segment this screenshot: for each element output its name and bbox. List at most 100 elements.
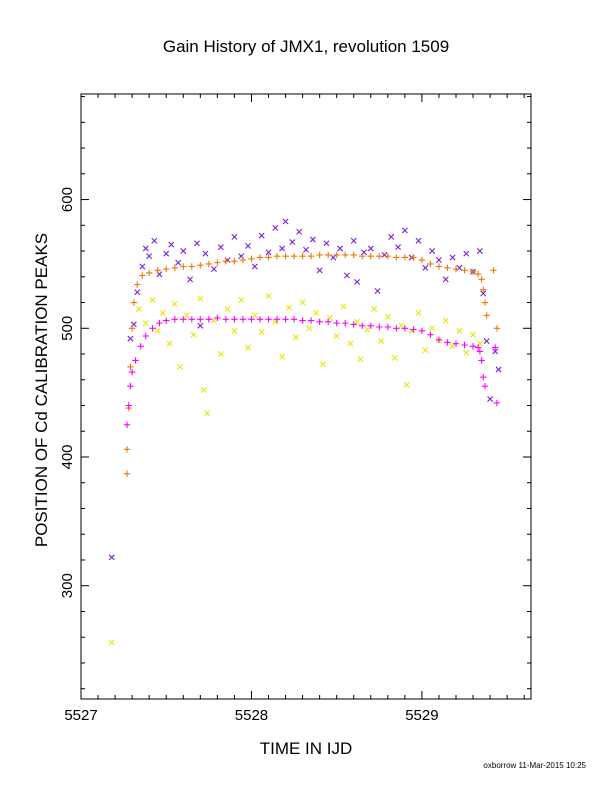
data-point (123, 446, 131, 453)
data-point (342, 319, 349, 327)
data-point (290, 252, 298, 260)
data-point (256, 254, 264, 261)
data-point (127, 363, 134, 371)
data-point (493, 399, 501, 407)
series-1 (108, 218, 502, 561)
data-point (442, 276, 449, 283)
data-point (478, 276, 485, 283)
data-point (452, 265, 460, 273)
data-point (299, 317, 306, 324)
data-point (217, 351, 224, 358)
data-point (151, 237, 158, 244)
data-point (239, 316, 247, 323)
data-point (205, 260, 213, 268)
data-point (132, 357, 139, 364)
data-point (239, 256, 247, 264)
data-point (245, 344, 252, 351)
data-point (159, 309, 166, 316)
data-point (401, 325, 409, 332)
data-point (350, 237, 357, 244)
data-point (163, 317, 170, 324)
data-point (231, 327, 238, 334)
data-point (205, 316, 213, 323)
data-point (476, 348, 484, 355)
data-point (492, 344, 499, 351)
data-point (480, 286, 487, 293)
data-point (180, 248, 187, 255)
data-point (217, 244, 224, 251)
data-point (350, 321, 357, 328)
data-point (292, 334, 299, 341)
data-point (238, 296, 245, 303)
data-point (279, 245, 286, 252)
data-point (251, 263, 258, 270)
data-point (272, 224, 279, 231)
data-point (395, 244, 402, 251)
data-point (245, 242, 252, 249)
data-point (248, 316, 255, 323)
data-point (204, 410, 211, 417)
data-point (330, 254, 337, 261)
data-point (142, 332, 149, 340)
data-point (123, 470, 131, 477)
footer-stamp: oxborrow 11-Mar-2015 10:25 (483, 761, 586, 770)
data-point (128, 368, 136, 376)
data-point (483, 338, 490, 345)
data-point (224, 305, 231, 312)
data-point (108, 639, 115, 646)
data-point (125, 402, 132, 409)
data-point (197, 316, 204, 323)
data-point (384, 323, 392, 331)
data-point (142, 320, 149, 327)
data-point (180, 316, 187, 323)
data-point (265, 249, 272, 256)
data-point (393, 325, 400, 332)
data-point (324, 318, 332, 326)
data-point (483, 312, 490, 319)
data-point (175, 259, 182, 266)
data-point (139, 263, 146, 270)
data-point (354, 278, 361, 285)
data-point (128, 325, 136, 332)
data-point (289, 239, 296, 246)
data-point (418, 256, 426, 264)
data-point (490, 267, 497, 274)
data-point (367, 252, 374, 260)
data-point (337, 245, 344, 252)
data-point (309, 236, 316, 243)
y-tick-label: 600 (59, 187, 76, 212)
data-point (452, 340, 460, 347)
data-point (210, 317, 217, 324)
data-point (193, 240, 200, 247)
data-point (487, 396, 494, 403)
data-point (146, 253, 153, 260)
data-point (197, 322, 204, 329)
data-point (142, 245, 149, 252)
data-point (418, 327, 426, 335)
data-point (463, 349, 470, 356)
chart-title: Gain History of JMX1, revolution 1509 (163, 37, 449, 56)
data-point (367, 322, 374, 329)
data-point (214, 314, 221, 322)
data-point (202, 250, 209, 257)
data-point (469, 343, 477, 350)
data-point (279, 353, 286, 360)
data-point (463, 250, 470, 257)
data-point (350, 251, 357, 259)
data-point (145, 269, 153, 277)
data-point (231, 233, 238, 240)
data-point (323, 240, 330, 247)
data-point (282, 252, 289, 260)
data-point (163, 265, 170, 273)
data-point (401, 254, 409, 261)
data-point (171, 300, 178, 307)
data-point (374, 287, 381, 294)
data-point (456, 327, 463, 334)
data-point (166, 340, 173, 347)
data-point (307, 317, 315, 324)
data-point (444, 264, 451, 271)
data-point (469, 268, 477, 275)
data-point (359, 252, 366, 260)
data-point (290, 316, 298, 323)
